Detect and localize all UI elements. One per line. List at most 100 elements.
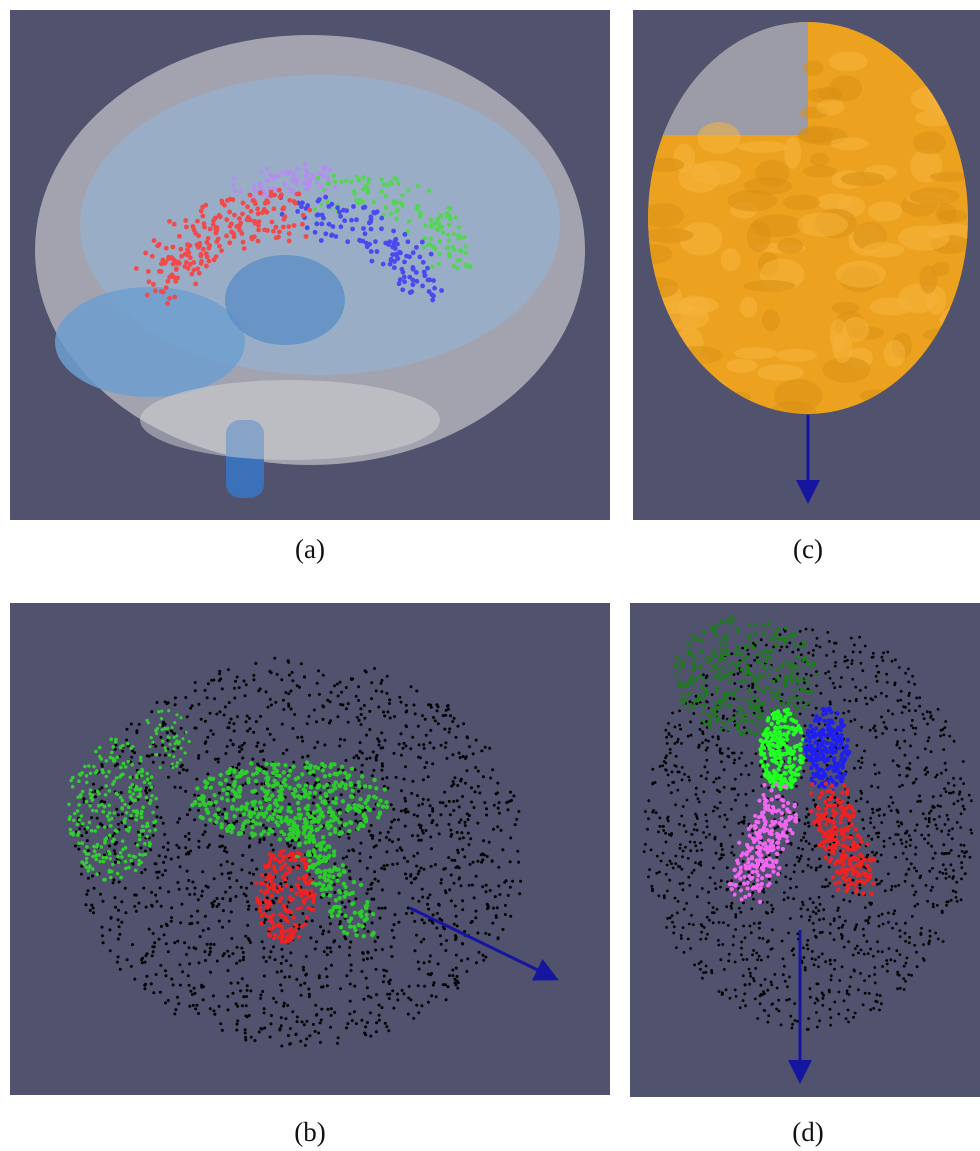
point: [293, 836, 299, 842]
point: [883, 889, 887, 893]
point: [324, 886, 329, 892]
point: [429, 864, 433, 868]
point: [197, 808, 200, 812]
point: [175, 764, 179, 768]
point: [743, 713, 748, 717]
point: [369, 1034, 373, 1038]
point: [952, 802, 956, 806]
panel-label: (c): [793, 534, 823, 564]
point: [941, 727, 945, 731]
point: [808, 915, 812, 918]
point: [727, 755, 731, 759]
point: [108, 833, 112, 838]
point: [466, 818, 470, 821]
point: [717, 943, 721, 947]
point: [814, 912, 818, 915]
texture-patch: [869, 297, 913, 316]
point: [301, 825, 307, 830]
point: [280, 989, 284, 993]
point: [320, 761, 325, 767]
point: [899, 838, 903, 842]
point: [876, 809, 879, 812]
point: [400, 753, 403, 757]
point: [431, 293, 436, 299]
point: [271, 206, 277, 212]
point: [268, 858, 273, 863]
point: [178, 865, 182, 869]
point: [382, 787, 387, 792]
point: [654, 811, 658, 815]
point: [241, 821, 247, 826]
point: [204, 807, 209, 812]
point: [801, 900, 804, 904]
texture-patch: [798, 125, 833, 144]
point: [893, 909, 897, 913]
point: [770, 910, 774, 914]
point: [285, 748, 289, 752]
point: [179, 758, 183, 762]
point: [825, 763, 829, 767]
point: [908, 767, 912, 771]
point: [829, 962, 832, 966]
point: [904, 921, 907, 925]
point: [271, 912, 276, 917]
point: [92, 911, 95, 915]
point: [396, 281, 402, 287]
point: [406, 906, 410, 910]
point: [415, 933, 418, 937]
point: [137, 833, 142, 837]
point: [377, 811, 382, 816]
point: [203, 950, 207, 954]
point: [681, 702, 685, 706]
point: [748, 982, 751, 986]
point: [508, 885, 512, 889]
point: [428, 242, 433, 247]
point: [861, 1003, 865, 1007]
point: [205, 750, 209, 754]
point: [362, 997, 366, 1001]
point: [732, 714, 736, 718]
point: [137, 722, 141, 726]
point: [666, 817, 669, 820]
point: [111, 834, 115, 838]
point: [121, 847, 125, 852]
point: [803, 966, 807, 969]
point: [730, 614, 735, 619]
point: [383, 867, 387, 871]
point: [789, 886, 792, 890]
point: [931, 867, 934, 870]
point: [341, 703, 345, 707]
point: [950, 837, 954, 841]
point: [245, 714, 249, 718]
point: [149, 736, 153, 740]
point: [751, 682, 754, 686]
point: [218, 772, 223, 778]
point: [269, 1022, 273, 1026]
point: [297, 783, 302, 789]
point: [444, 998, 448, 1002]
point: [332, 185, 338, 190]
point: [294, 882, 299, 887]
point: [405, 239, 411, 245]
point: [718, 790, 721, 794]
point: [945, 813, 949, 817]
point: [463, 824, 467, 828]
point: [210, 222, 216, 228]
point: [963, 872, 967, 875]
point: [290, 936, 295, 941]
point: [237, 794, 242, 799]
point: [449, 828, 453, 832]
point: [482, 839, 486, 843]
point: [151, 833, 155, 837]
point: [300, 735, 304, 739]
point: [411, 779, 415, 783]
point: [316, 783, 322, 788]
point: [351, 204, 356, 209]
point: [880, 691, 883, 695]
point: [365, 1021, 369, 1024]
point: [350, 1019, 354, 1023]
point: [400, 848, 404, 852]
point: [107, 844, 111, 848]
point: [383, 204, 388, 210]
point: [446, 985, 450, 989]
